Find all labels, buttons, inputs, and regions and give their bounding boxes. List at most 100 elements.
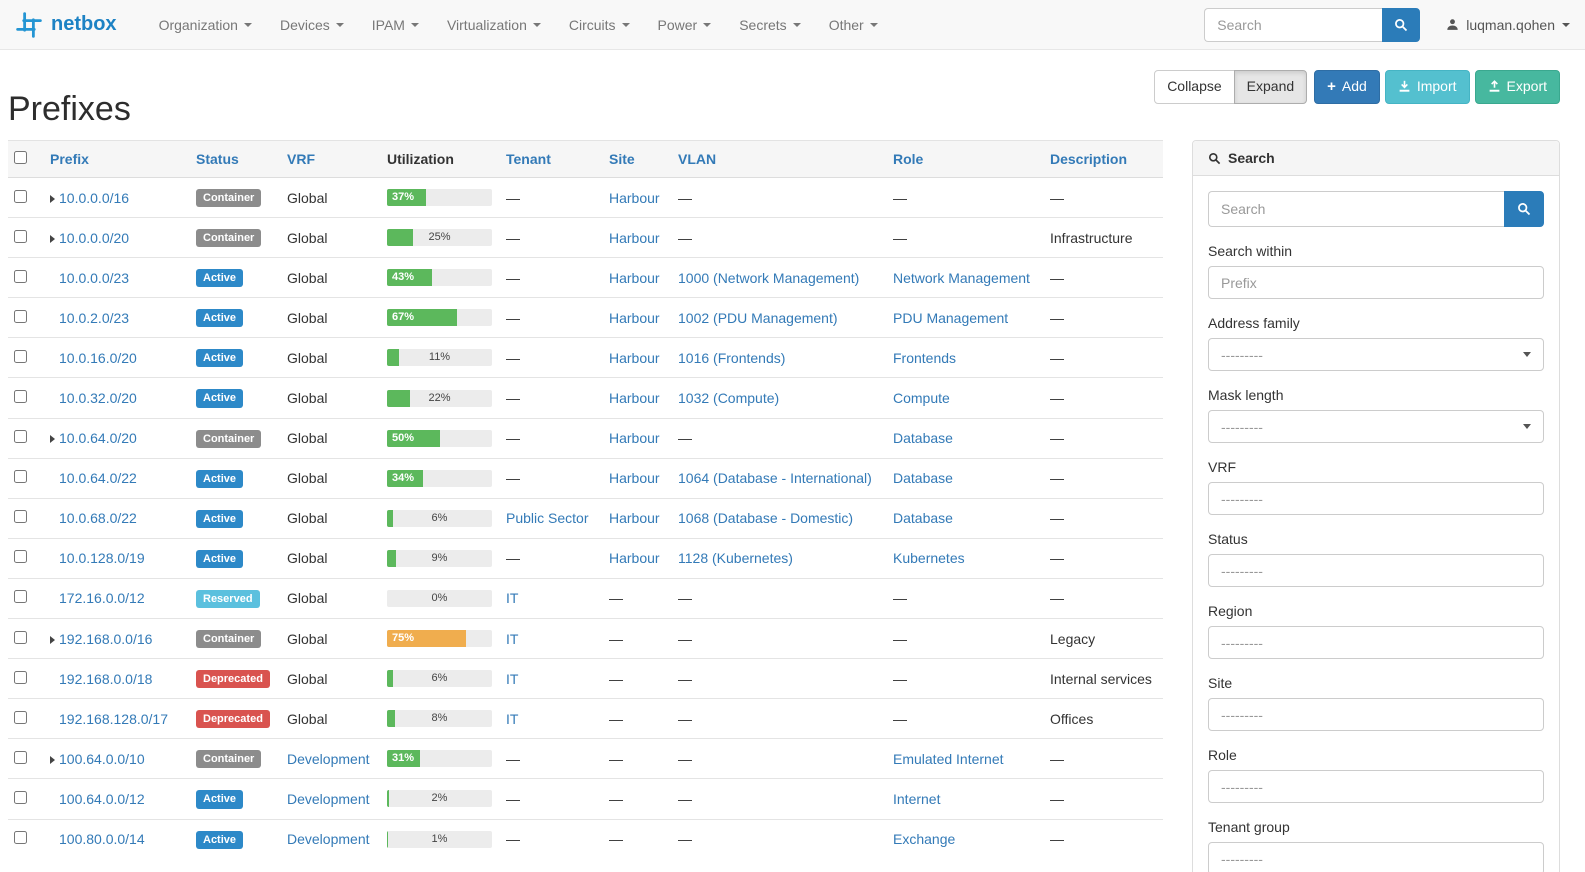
row-checkbox[interactable]	[14, 590, 27, 604]
vlan-link[interactable]: 1068 (Database - Domestic)	[678, 510, 854, 527]
role-link[interactable]: Compute	[893, 390, 950, 407]
site-link[interactable]: Harbour	[609, 229, 660, 246]
select-all-checkbox[interactable]	[14, 151, 27, 164]
filter-select-mask-length[interactable]: ---------	[1208, 410, 1544, 443]
column-header-description[interactable]: Description	[1042, 140, 1163, 178]
vlan-link[interactable]: 1128 (Kubernetes)	[678, 550, 793, 567]
vlan-link[interactable]: 1000 (Network Management)	[678, 269, 860, 286]
row-checkbox[interactable]	[14, 750, 27, 764]
role-link[interactable]: Database	[893, 430, 953, 447]
column-header-tenant[interactable]: Tenant	[498, 140, 601, 178]
search-button[interactable]	[1382, 7, 1421, 42]
import-button[interactable]: Import	[1384, 70, 1470, 104]
column-header-prefix[interactable]: Prefix	[42, 140, 188, 178]
tenant-link[interactable]: Public Sector	[506, 510, 589, 527]
role-link[interactable]: Internet	[893, 790, 941, 807]
prefix-link[interactable]: 10.0.68.0/22	[59, 510, 137, 527]
prefix-link[interactable]: 10.0.0.0/20	[59, 229, 130, 246]
role-link[interactable]: Database	[893, 510, 953, 527]
prefix-link[interactable]: 10.0.32.0/20	[59, 390, 137, 407]
nav-menu-devices[interactable]: Devices	[266, 0, 358, 49]
row-checkbox[interactable]	[14, 189, 27, 203]
site-link[interactable]: Harbour	[609, 309, 660, 326]
prefix-link[interactable]: 192.168.0.0/18	[59, 670, 153, 687]
row-checkbox[interactable]	[14, 470, 27, 484]
site-link[interactable]: Harbour	[609, 510, 660, 527]
row-checkbox[interactable]	[14, 710, 27, 724]
user-menu[interactable]: luqman.qohen	[1446, 17, 1570, 33]
column-header-role[interactable]: Role	[885, 140, 1042, 178]
row-checkbox[interactable]	[14, 390, 27, 404]
add-button[interactable]: + Add	[1314, 70, 1380, 104]
vrf-link[interactable]: Development	[287, 790, 370, 807]
prefix-link[interactable]: 100.64.0.0/10	[59, 750, 145, 767]
nav-menu-virtualization[interactable]: Virtualization	[433, 0, 555, 49]
vlan-link[interactable]: 1002 (PDU Management)	[678, 309, 838, 326]
prefix-link[interactable]: 192.168.128.0/17	[59, 710, 168, 727]
column-header-site[interactable]: Site	[601, 140, 670, 178]
role-link[interactable]: Database	[893, 470, 953, 487]
filter-select-role[interactable]: ---------	[1208, 770, 1544, 803]
prefix-link[interactable]: 10.0.0.0/23	[59, 269, 130, 286]
prefix-link[interactable]: 100.64.0.0/12	[59, 790, 145, 807]
filter-select-site[interactable]: ---------	[1208, 698, 1544, 731]
prefix-link[interactable]: 10.0.64.0/22	[59, 470, 137, 487]
role-link[interactable]: Network Management	[893, 269, 1030, 286]
row-checkbox[interactable]	[14, 269, 27, 283]
role-link[interactable]: PDU Management	[893, 309, 1009, 326]
tenant-link[interactable]: IT	[506, 590, 519, 607]
vrf-link[interactable]: Development	[287, 831, 370, 848]
prefix-link[interactable]: 172.16.0.0/12	[59, 590, 145, 607]
expand-toggle-icon[interactable]	[50, 230, 59, 246]
nav-menu-ipam[interactable]: IPAM	[358, 0, 433, 49]
sidebar-search-button[interactable]	[1504, 191, 1544, 227]
expand-toggle-icon[interactable]	[50, 751, 59, 767]
prefix-link[interactable]: 10.0.128.0/19	[59, 550, 145, 567]
site-link[interactable]: Harbour	[609, 550, 660, 567]
search-input[interactable]	[1204, 7, 1383, 42]
prefix-link[interactable]: 10.0.16.0/20	[59, 349, 137, 366]
export-button[interactable]: Export	[1474, 70, 1560, 104]
row-checkbox[interactable]	[14, 430, 27, 444]
vlan-link[interactable]: 1016 (Frontends)	[678, 349, 786, 366]
filter-select-address-family[interactable]: ---------	[1208, 338, 1544, 371]
tenant-link[interactable]: IT	[506, 630, 519, 647]
column-header-vrf[interactable]: VRF	[279, 140, 379, 178]
site-link[interactable]: Harbour	[609, 349, 660, 366]
row-checkbox[interactable]	[14, 670, 27, 684]
vrf-link[interactable]: Development	[287, 750, 370, 767]
vlan-link[interactable]: 1032 (Compute)	[678, 390, 780, 407]
nav-menu-power[interactable]: Power	[644, 0, 726, 49]
row-checkbox[interactable]	[14, 309, 27, 323]
expand-toggle-icon[interactable]	[50, 430, 59, 446]
role-link[interactable]: Exchange	[893, 831, 956, 848]
prefix-link[interactable]: 10.0.2.0/23	[59, 309, 130, 326]
site-link[interactable]: Harbour	[609, 430, 660, 447]
row-checkbox[interactable]	[14, 349, 27, 363]
row-checkbox[interactable]	[14, 550, 27, 564]
role-link[interactable]: Kubernetes	[893, 550, 965, 567]
site-link[interactable]: Harbour	[609, 269, 660, 286]
filter-select-tenant-group[interactable]: ---------	[1208, 842, 1544, 872]
prefix-link[interactable]: 100.80.0.0/14	[59, 831, 145, 848]
nav-menu-other[interactable]: Other	[815, 0, 892, 49]
site-link[interactable]: Harbour	[609, 390, 660, 407]
expand-toggle-icon[interactable]	[50, 631, 59, 647]
sidebar-search-input[interactable]	[1208, 191, 1504, 227]
site-link[interactable]: Harbour	[609, 189, 660, 206]
column-header-status[interactable]: Status	[188, 140, 279, 178]
nav-menu-organization[interactable]: Organization	[145, 0, 266, 49]
filter-input-search-within[interactable]	[1208, 266, 1544, 299]
vlan-link[interactable]: 1064 (Database - International)	[678, 470, 872, 487]
prefix-link[interactable]: 10.0.64.0/20	[59, 430, 137, 447]
tenant-link[interactable]: IT	[506, 710, 519, 727]
tenant-link[interactable]: IT	[506, 670, 519, 687]
filter-select-region[interactable]: ---------	[1208, 626, 1544, 659]
prefix-link[interactable]: 192.168.0.0/16	[59, 630, 153, 647]
role-link[interactable]: Emulated Internet	[893, 750, 1004, 767]
row-checkbox[interactable]	[14, 831, 27, 845]
filter-select-vrf[interactable]: ---------	[1208, 482, 1544, 515]
role-link[interactable]: Frontends	[893, 349, 957, 366]
expand-button[interactable]: Expand	[1233, 70, 1308, 104]
column-header-vlan[interactable]: VLAN	[670, 140, 885, 178]
